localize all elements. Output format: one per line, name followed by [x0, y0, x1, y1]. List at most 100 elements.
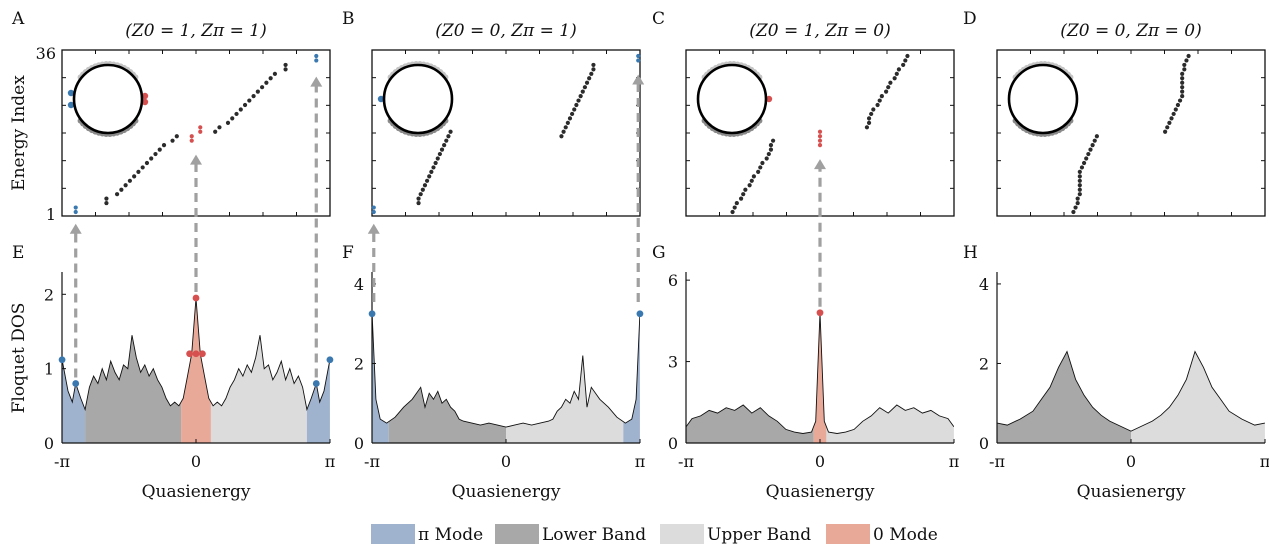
eigenvalue-circle-inset: [1007, 61, 1079, 137]
data-point-zero: [817, 143, 823, 148]
data-point-lower: [104, 200, 109, 206]
data-point-lower: [1077, 183, 1082, 188]
data-point-lower: [127, 178, 132, 183]
x-tick-label: -π: [364, 452, 380, 471]
data-point-upper: [572, 107, 577, 112]
panel-D: D (Z0 = 0, Zπ = 0): [963, 9, 1266, 217]
unit-circle: [1007, 63, 1079, 135]
data-point-lower: [768, 143, 774, 148]
panel-B: B (Z0 = 0, Zπ = 1): [342, 9, 641, 217]
circle-dot-pi: [377, 95, 385, 103]
data-point-lower: [749, 178, 754, 183]
data-point-lower: [770, 138, 776, 143]
arrow-head: [190, 154, 202, 165]
data-point-upper: [864, 125, 870, 130]
y-tick-label: 2: [354, 354, 364, 373]
data-point-lower: [437, 151, 442, 157]
data-point-zero: [198, 129, 203, 134]
data-point-lower: [1077, 192, 1082, 197]
y-tick-label: 0: [354, 434, 364, 453]
dos-region-upper: [506, 355, 624, 443]
data-point-upper: [1175, 102, 1181, 108]
data-point-lower: [446, 134, 451, 139]
data-point-lower: [730, 209, 735, 215]
data-point-upper: [1177, 98, 1183, 103]
y-tick-label: 3: [668, 353, 678, 372]
x-axis-label: Quasienergy: [1077, 482, 1186, 502]
data-point-lower: [439, 147, 445, 152]
data-point-lower: [1081, 160, 1087, 166]
data-point-pi: [636, 58, 641, 63]
data-point-lower: [1088, 147, 1093, 152]
arrow-head: [367, 223, 380, 234]
data-point-pi: [314, 53, 319, 59]
data-point-lower: [764, 156, 769, 161]
data-point-lower: [1075, 200, 1080, 206]
panel-title-D: (Z0 = 0, Zπ = 0): [1060, 21, 1201, 41]
dos-region-lower: [686, 405, 814, 443]
x-tick-label: 0: [1126, 452, 1136, 471]
panel-letter-G: G: [652, 243, 666, 263]
arrow-head: [814, 159, 826, 170]
data-point-upper: [1173, 107, 1178, 112]
eigenvalue-circle-inset: [696, 61, 773, 137]
data-point-lower: [448, 129, 453, 134]
data-point-lower: [119, 187, 124, 192]
data-point-lower: [758, 165, 763, 170]
unit-circle: [382, 63, 454, 135]
data-point-lower: [136, 169, 141, 174]
panel-C: C (Z0 = 1, Zπ = 0): [652, 9, 955, 217]
panel-letter-H: H: [963, 243, 978, 263]
data-point-upper: [901, 62, 906, 68]
x-tick-label: π: [1260, 452, 1269, 471]
y-tick-label: 0: [668, 434, 678, 453]
dos-curve: [997, 350, 1265, 432]
x-tick-label: 0: [191, 452, 201, 471]
data-point-lower: [1092, 138, 1097, 143]
data-point-upper: [1180, 71, 1185, 76]
data-point-upper: [561, 129, 566, 134]
data-point-lower: [123, 183, 128, 188]
data-point-lower: [1077, 169, 1082, 174]
data-point-upper: [884, 89, 889, 94]
data-point-upper: [217, 125, 222, 130]
data-point-lower: [1077, 187, 1082, 192]
data-point-lower: [1084, 156, 1089, 161]
dos-region-pi: [62, 359, 86, 443]
data-point-upper: [563, 125, 568, 130]
circle-dot-zero: [141, 92, 149, 100]
data-point-upper: [877, 98, 882, 103]
panel-letter-E: E: [12, 243, 24, 263]
circle-dot-zero: [141, 98, 149, 106]
data-point-lower: [140, 165, 145, 170]
data-point-upper: [587, 76, 592, 81]
panel-letter-A: A: [11, 9, 25, 29]
data-point-upper: [1163, 129, 1168, 134]
data-point-upper: [247, 98, 252, 103]
y-axis-label-energy-index: Energy Index: [9, 75, 29, 191]
data-point-lower: [427, 174, 432, 179]
x-tick-label: π: [635, 452, 646, 471]
data-point-lower: [732, 205, 737, 210]
data-point-upper: [268, 76, 273, 81]
panel-letter-C: C: [652, 9, 665, 29]
data-point-upper: [242, 102, 248, 108]
dos-region-lower: [388, 387, 507, 443]
data-point-lower: [424, 178, 430, 183]
data-point-upper: [283, 67, 288, 72]
data-point-upper: [1180, 94, 1185, 99]
data-point-upper: [903, 58, 908, 63]
y-tick-label-bottom: 1: [46, 205, 56, 224]
panel-title-A: (Z0 = 1, Zπ = 1): [125, 21, 266, 41]
dos-marker-zero: [192, 294, 200, 302]
data-point-upper: [1171, 111, 1176, 117]
legend-swatch-zero: [826, 524, 870, 544]
dos-region-zero: [181, 298, 211, 443]
legend: π Mode Lower Band Upper Band 0 Mode: [371, 524, 938, 545]
dos-marker-pi: [72, 380, 80, 387]
data-point-lower: [161, 143, 167, 148]
data-point-zero: [189, 134, 194, 139]
y-tick-label: 2: [979, 354, 989, 373]
